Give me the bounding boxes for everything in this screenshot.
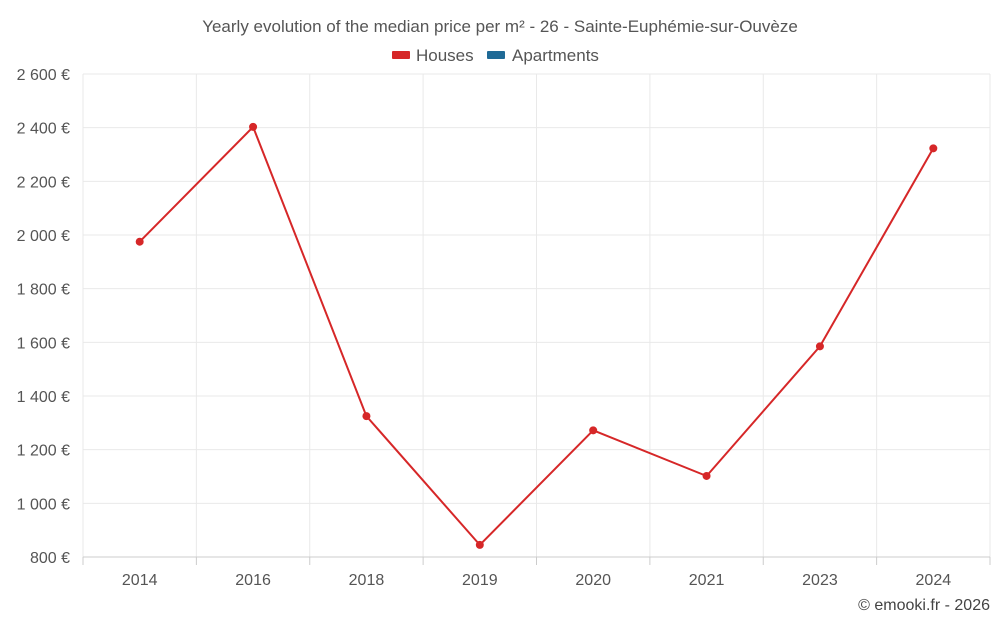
data-point-houses[interactable] [249, 122, 258, 131]
legend-label-houses: Houses [416, 46, 474, 65]
series [135, 122, 938, 549]
legend-item-houses[interactable]: Houses [392, 46, 474, 65]
legend: Houses Apartments [392, 46, 599, 65]
y-tick-label: 1 600 € [17, 335, 70, 352]
x-tick-label: 2019 [462, 572, 498, 589]
x-tick-label: 2018 [349, 572, 385, 589]
y-tick-label: 2 000 € [17, 228, 70, 245]
y-axis-ticks: 800 € 1 000 € 1 200 € 1 400 € 1 600 € 1 800 €… [17, 67, 70, 567]
data-point-houses[interactable] [929, 144, 938, 153]
y-tick-label: 1 200 € [17, 443, 70, 460]
y-tick-label: 800 € [30, 550, 70, 567]
y-tick-label: 1 800 € [17, 282, 70, 299]
series-line-houses [138, 125, 935, 546]
legend-swatch-houses [392, 51, 410, 59]
y-tick-label: 1 400 € [17, 389, 70, 406]
data-point-houses[interactable] [475, 540, 484, 549]
x-tick-label: 2020 [575, 572, 611, 589]
y-tick-label: 1 000 € [17, 496, 70, 513]
data-point-houses[interactable] [589, 426, 598, 435]
axes [82, 556, 991, 565]
grid [82, 73, 991, 557]
data-point-houses[interactable] [362, 412, 371, 421]
legend-swatch-apartments [487, 51, 505, 59]
x-axis-ticks: 2014 2016 2018 2019 2020 2021 2023 2024 [122, 572, 951, 589]
y-tick-label: 2 600 € [17, 67, 70, 84]
x-tick-label: 2023 [802, 572, 838, 589]
x-tick-label: 2021 [689, 572, 725, 589]
y-tick-label: 2 200 € [17, 174, 70, 191]
y-tick-label: 2 400 € [17, 121, 70, 138]
credit-text: © emooki.fr - 2026 [858, 597, 990, 614]
x-tick-label: 2014 [122, 572, 158, 589]
chart-title: Yearly evolution of the median price per… [202, 17, 798, 36]
data-point-houses[interactable] [135, 237, 144, 246]
x-tick-label: 2016 [235, 572, 271, 589]
data-point-houses[interactable] [702, 471, 711, 480]
legend-label-apartments: Apartments [512, 46, 599, 65]
legend-item-apartments[interactable]: Apartments [487, 46, 599, 65]
data-point-houses[interactable] [815, 342, 824, 351]
x-tick-label: 2024 [916, 572, 952, 589]
